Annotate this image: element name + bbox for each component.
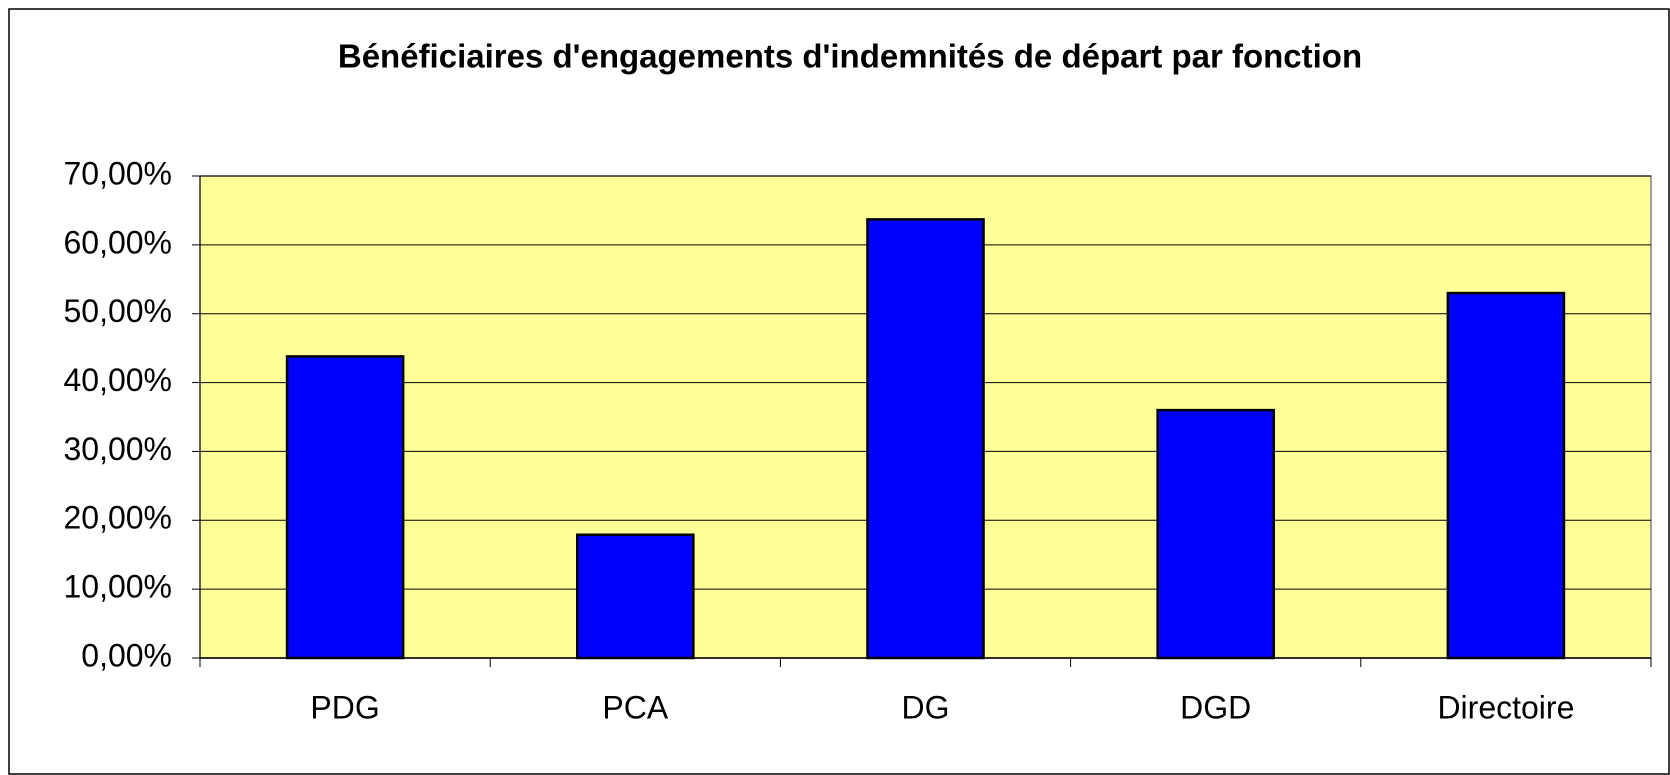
x-tick-label: Directoire (1437, 689, 1574, 725)
y-tick-label: 60,00% (63, 224, 172, 260)
y-tick-label: 20,00% (63, 500, 172, 536)
bar (285, 355, 405, 660)
chart-title: Bénéficiaires d'engagements d'indemnités… (338, 38, 1362, 75)
x-tick-label: PDG (310, 689, 379, 725)
x-tick-label: PCA (602, 689, 668, 725)
y-tick-label: 70,00% (63, 155, 172, 191)
x-tick-label: DG (902, 689, 950, 725)
x-tick-label: DGD (1180, 689, 1251, 725)
bar (866, 218, 985, 660)
y-tick-label: 50,00% (63, 293, 172, 329)
y-tick-label: 10,00% (63, 569, 172, 605)
y-tick-label: 40,00% (63, 362, 172, 398)
bar (1446, 291, 1566, 660)
y-tick-label: 0,00% (81, 637, 172, 673)
y-tick-label: 30,00% (63, 431, 172, 467)
bar (1156, 408, 1275, 660)
bar (576, 533, 695, 660)
